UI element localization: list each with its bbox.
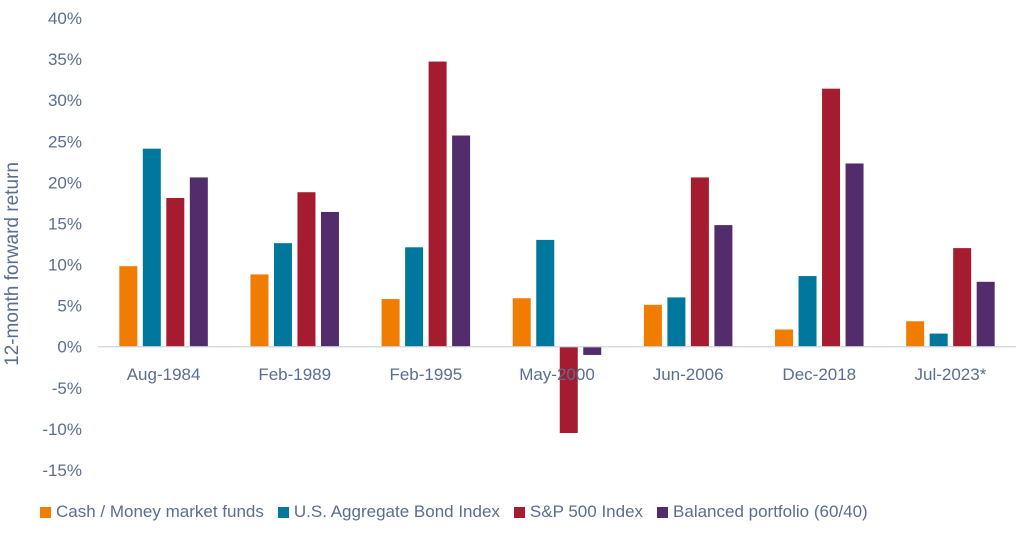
y-tick-label: 15% (48, 214, 82, 233)
bar (643, 304, 662, 347)
bars-group (119, 61, 995, 434)
legend-item: Balanced portfolio (60/40) (657, 502, 868, 522)
bar (953, 248, 972, 347)
bar (189, 177, 208, 347)
bar (690, 177, 709, 347)
legend-item: S&P 500 Index (513, 502, 644, 522)
bar (775, 329, 794, 347)
legend-swatch (40, 506, 51, 518)
y-tick-label: 30% (48, 91, 82, 110)
bar (667, 297, 686, 347)
bar (906, 321, 925, 347)
bar (250, 274, 269, 347)
bar (845, 163, 864, 347)
bar (976, 281, 995, 347)
y-tick-label: 20% (48, 173, 82, 192)
y-axis-ticks: 40% 35% 30% 25% 20% 15% 10% 5% 0% -5% -10% -15% (42, 9, 82, 480)
bar (559, 346, 578, 434)
y-tick-label: -10% (42, 420, 82, 439)
bar (714, 225, 733, 347)
legend-label: Cash / Money market funds (56, 502, 264, 521)
bar (822, 88, 841, 347)
legend-label: S&P 500 Index (529, 502, 644, 521)
bar (166, 197, 185, 347)
x-category-label: Jun-2006 (653, 365, 724, 384)
bar (583, 346, 602, 355)
x-category-label: Feb-1989 (258, 365, 331, 384)
bar (119, 266, 138, 347)
bar (452, 135, 471, 347)
x-category-label: May-2000 (519, 365, 595, 384)
y-tick-label: 5% (57, 297, 82, 316)
y-tick-label: 0% (57, 338, 82, 357)
legend-swatch (657, 506, 669, 518)
y-tick-label: -15% (42, 461, 82, 480)
bar (405, 247, 424, 347)
y-tick-label: 40% (48, 9, 82, 28)
legend-swatch (277, 506, 289, 518)
bar-chart: 12-month forward return 40% 35% 30% 25% 20% 1… (2, 9, 1016, 480)
legend-item: U.S. Aggregate Bond Index (277, 502, 500, 522)
bar (929, 333, 948, 347)
x-category-label: Dec-2018 (782, 365, 856, 384)
bar (142, 148, 161, 347)
y-tick-label: 35% (48, 50, 82, 69)
bar (428, 61, 447, 347)
bar (512, 298, 531, 347)
bar (297, 192, 316, 347)
x-category-label: Jul-2023* (915, 365, 987, 384)
y-tick-label: 10% (48, 256, 82, 275)
y-tick-label: -5% (52, 379, 82, 398)
legend-item: Cash / Money market funds (40, 502, 264, 522)
bar (320, 211, 339, 347)
y-axis-title: 12-month forward return (2, 162, 23, 366)
bar (381, 299, 400, 347)
bar (273, 243, 292, 347)
legend-label: Balanced portfolio (60/40) (673, 502, 868, 521)
bar (536, 239, 555, 347)
legend-label: U.S. Aggregate Bond Index (293, 502, 500, 521)
x-category-label: Aug-1984 (127, 365, 201, 384)
legend: Cash / Money market funds U.S. Aggregate … (40, 502, 868, 522)
x-category-label: Feb-1995 (389, 365, 462, 384)
legend-swatch (513, 506, 525, 518)
bar (798, 276, 817, 347)
y-tick-label: 25% (48, 132, 82, 151)
category-labels: Aug-1984 Feb-1989 Feb-1995 May-2000 Jun-2006… (127, 365, 987, 384)
